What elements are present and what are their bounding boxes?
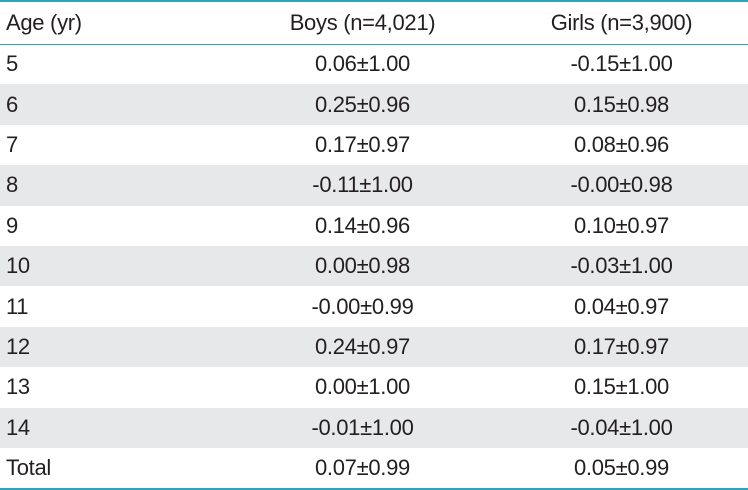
cell-boys: 0.07±0.99 (314, 455, 410, 481)
cell-age: 12 (0, 326, 230, 368)
table-row: 12 0.24±0.97 0.17±0.97 (0, 326, 748, 368)
cell-age: 8 (0, 165, 230, 206)
table-row: 14 -0.01±1.00 -0.04±1.00 (0, 407, 748, 448)
cell-girls: -0.15±1.00 (570, 51, 673, 77)
column-header-age: Age (yr) (0, 2, 230, 45)
cell-age: 13 (6, 374, 30, 400)
cell-age: 6 (0, 84, 230, 125)
cell-age: 11 (6, 293, 29, 319)
table-row: 7 0.17±0.97 0.08±0.96 (0, 125, 748, 165)
cell-age: 10 (0, 245, 230, 287)
cell-girls: -0.00±0.98 (475, 165, 748, 206)
cell-boys: -0.00±0.99 (311, 293, 414, 319)
column-header-girls: Girls (n=3,900) (475, 2, 748, 45)
table-row: 8 -0.11±1.00 -0.00±0.98 (0, 165, 748, 206)
cell-girls: 0.15±1.00 (573, 374, 669, 400)
cell-age: 7 (6, 131, 18, 157)
cell-boys: -0.01±1.00 (230, 407, 475, 448)
cell-boys: 0.06±1.00 (314, 51, 410, 77)
column-header-boys: Boys (n=4,021) (230, 2, 475, 45)
cell-age: 9 (6, 212, 18, 238)
table-row: 9 0.14±0.96 0.10±0.97 (0, 206, 748, 246)
cell-girls: 0.17±0.97 (475, 326, 748, 368)
cell-age: 14 (0, 407, 230, 448)
cell-age: 5 (6, 51, 18, 77)
cell-girls: 0.04±0.97 (573, 293, 669, 319)
cell-girls: -0.04±1.00 (475, 407, 748, 448)
table-row: 13 0.00±1.00 0.15±1.00 (0, 367, 748, 407)
cell-boys: 0.25±0.96 (230, 84, 475, 125)
header-row: Age (yr) Boys (n=4,021) Girls (n=3,900) (0, 2, 748, 45)
table-header: Age (yr) Boys (n=4,021) Girls (n=3,900) (0, 2, 748, 45)
cell-age: Total (6, 455, 51, 481)
cell-boys: 0.00±1.00 (314, 374, 410, 400)
table-row: 10 0.00±0.98 -0.03±1.00 (0, 245, 748, 287)
cell-boys: -0.11±1.00 (230, 165, 475, 206)
table-row: 11 -0.00±0.99 0.04±0.97 (0, 286, 748, 326)
cell-girls: -0.03±1.00 (475, 245, 748, 287)
cell-girls: 0.10±0.97 (573, 212, 669, 238)
cell-boys: 0.14±0.96 (314, 212, 410, 238)
table-row-total: Total 0.07±0.99 0.05±0.99 (0, 448, 748, 488)
cell-boys: 0.00±0.98 (230, 245, 475, 287)
cell-girls: 0.05±0.99 (573, 455, 669, 481)
table-row: 5 0.06±1.00 -0.15±1.00 (0, 44, 748, 84)
cell-girls: 0.15±0.98 (475, 84, 748, 125)
cell-boys: 0.17±0.97 (314, 131, 410, 157)
table-row: 6 0.25±0.96 0.15±0.98 (0, 84, 748, 125)
cell-girls: 0.08±0.96 (573, 131, 669, 157)
table-body: 5 0.06±1.00 -0.15±1.00 6 0.25±0.96 0.15±… (0, 44, 748, 488)
cell-boys: 0.24±0.97 (230, 326, 475, 368)
